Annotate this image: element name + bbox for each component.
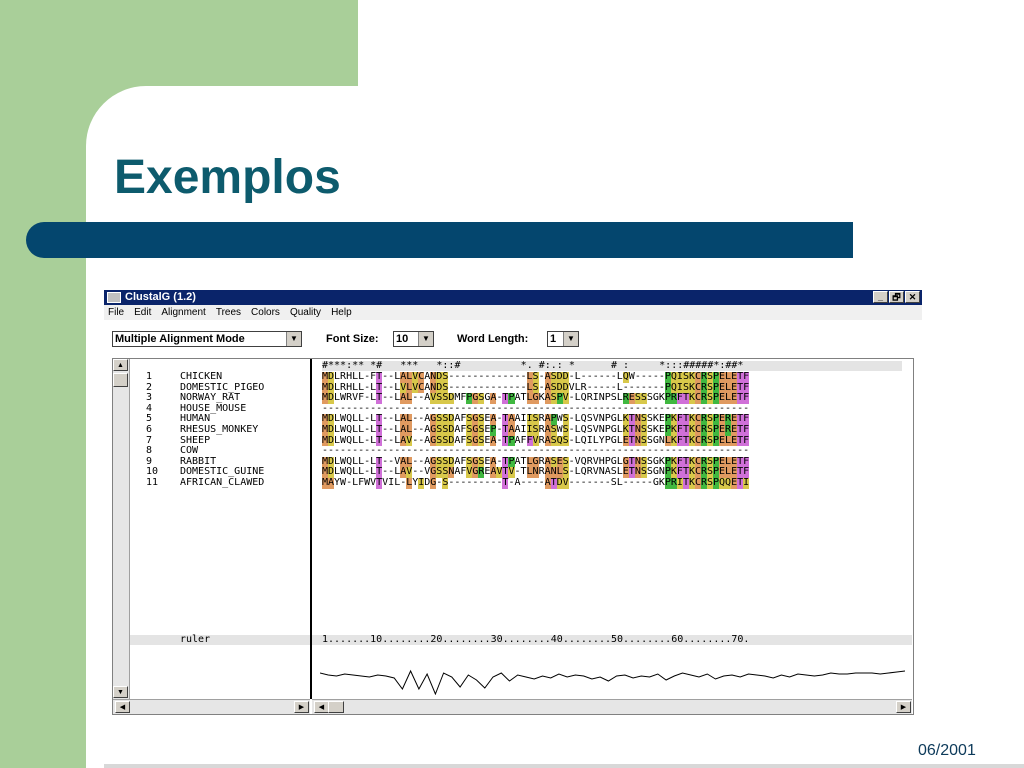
scroll-up-icon[interactable]: ▲ [113,359,128,371]
sequence-row: MDLWRVF-LT--LAL--AVSSDMFPGSGA-TPATLGKASP… [322,392,750,404]
sequence-pane: #***:** *# *** *::# *. #:.: * # : *:::##… [312,359,912,699]
sequence-name: DOMESTIC_GUINE [180,466,265,478]
sequence-number: 2 [146,381,153,393]
scroll-left-icon[interactable]: ◀ [314,701,329,713]
slide-title: Exemplos [114,151,341,204]
scroll-left-icon[interactable]: ◀ [115,701,130,713]
scroll-thumb[interactable] [113,373,128,387]
vertical-scrollbar[interactable]: ▲ ▼ [113,359,130,699]
sequence-row: ----------------------------------------… [322,402,750,414]
ruler-scale: 1.......10........20........30........40… [312,635,912,645]
sequence-number: 6 [146,424,153,435]
title-underline-bar [26,222,853,258]
sequence-name-row[interactable]: 10 DOMESTIC_GUINE [130,467,264,478]
sequence-name-row[interactable]: 2 DOMESTIC_PIGEO [130,381,265,394]
sequence-name-row[interactable]: 6 RHESUS_MONKEY [130,424,259,436]
sequence-name: HOUSE_MOUSE [180,402,247,414]
clustalg-window: ClustalG (1.2) _ 🗗 ✕ File Edit Alignment… [104,290,922,716]
footer-divider [104,764,1024,768]
word-length-select[interactable]: 1 ▼ [547,331,579,347]
menu-bar: File Edit Alignment Trees Colors Quality… [104,305,922,320]
menu-quality[interactable]: Quality [289,307,322,318]
word-length-label: Word Length: [457,333,529,345]
font-size-label: Font Size: [326,333,379,345]
chevron-down-icon[interactable]: ▼ [563,332,578,346]
restore-button[interactable]: 🗗 [889,291,904,303]
menu-alignment[interactable]: Alignment [161,307,206,318]
mode-select-value: Multiple Alignment Mode [115,333,245,345]
sequence-name: COW [180,445,199,457]
sequence-row: MDLWQLL-LT--LAV--AGSSDAFSGSEA-TPAFFVRASQ… [322,434,750,447]
sequence-name-row[interactable]: 4 HOUSE_MOUSE [130,402,247,415]
sequence-name-row[interactable]: 1 CHICKEN [130,371,223,383]
menu-colors[interactable]: Colors [251,307,280,318]
sequence-name: NORWAY_RAT [180,392,241,404]
sequence-number: 9 [146,455,153,467]
menu-edit[interactable]: Edit [134,307,152,318]
sequence-row: ----------------------------------------… [322,445,750,457]
scroll-right-icon[interactable]: ▶ [896,701,911,713]
sequence-name-row[interactable]: 3 NORWAY_RAT [130,392,241,404]
sequence-row: MDLRHLL-FT--LALVCANDS-------------LS-ASD… [322,371,750,383]
menu-trees[interactable]: Trees [215,307,242,318]
menu-file[interactable]: File [108,307,125,318]
window-title-bar[interactable]: ClustalG (1.2) _ 🗗 ✕ [104,290,922,305]
sequence-number: 4 [146,402,153,414]
sequence-row: MDLRHLL-LT--LVLVCANDS-------------LS-ASD… [322,381,750,394]
sequence-name-row[interactable]: 5 HUMAN [130,414,210,425]
mode-select[interactable]: Multiple Alignment Mode ▼ [112,331,302,347]
ruler-label: ruler [180,634,211,645]
quality-curve-plot [320,669,905,695]
alignment-panes: ▲ ▼ ruler 1 CHICKEN 2 DOMESTIC_PIGEO 3 NORWAY… [112,358,914,715]
close-button[interactable]: ✕ [905,291,920,303]
sequence-row: MDLWQLL-LT--LAV--VGSSNAFVGREAVTV-TLNRANL… [322,466,750,478]
quality-curve-line [320,669,905,695]
chevron-down-icon[interactable]: ▼ [286,332,301,346]
minimize-button[interactable]: _ [873,291,888,303]
sequence-name: AFRICAN_CLAWED [180,477,265,488]
sequence-row: MDLWQLL-LT--VAL--AGSSDAFSGSEA-TPATLGRASE… [322,455,750,468]
sequence-number: 7 [146,434,153,446]
menu-help[interactable]: Help [331,307,352,318]
sequence-name-row[interactable]: 8 COW [130,445,199,457]
sequence-row: MAYW-LFWVTVIL-LYIDG-S---------T-A----ATD… [322,477,750,489]
scroll-down-icon[interactable]: ▼ [113,686,128,698]
sequence-number: 5 [146,413,153,425]
sequence-name: RHESUS_MONKEY [180,424,259,435]
sequence-number: 11 [146,477,159,488]
sequence-name-row[interactable]: 11 AFRICAN_CLAWED [130,477,265,489]
sequence-number: 1 [146,371,153,382]
app-icon [107,292,121,303]
font-size-value: 10 [396,333,409,345]
scroll-right-icon[interactable]: ▶ [294,701,309,713]
sequence-number: 10 [146,466,159,478]
sequence-horizontal-scrollbar[interactable]: ◀ ▶ [312,699,912,714]
scroll-thumb[interactable] [328,701,344,713]
sequence-number: 8 [146,445,153,457]
sequence-name: DOMESTIC_PIGEO [180,381,265,393]
font-size-select[interactable]: 10 ▼ [393,331,434,347]
chevron-down-icon[interactable]: ▼ [418,332,433,346]
sequence-name: HUMAN [180,413,211,425]
sequence-name-row[interactable]: 9 RABBIT [130,455,217,468]
sequence-name-row[interactable]: 7 SHEEP [130,434,211,447]
sequence-number: 3 [146,392,153,404]
names-horizontal-scrollbar[interactable]: ◀ ▶ [113,699,310,714]
ruler-label-row: ruler [130,635,310,645]
word-length-value: 1 [550,333,557,345]
window-title: ClustalG (1.2) [125,291,196,303]
sequence-row: MDLWQLL-LT--LAL--AGSSDAFSGSEP-TAAIISRASW… [322,424,750,436]
sequence-names-pane: ruler 1 CHICKEN 2 DOMESTIC_PIGEO 3 NORWAY_RAT… [130,359,312,699]
sequence-name: SHEEP [180,434,211,446]
sequence-name: RABBIT [180,455,217,467]
consensus-row: #***:** *# *** *::# *. #:.: * # : *:::##… [322,361,902,371]
sequence-row: MDLWQLL-LT--LAL--AGSSDAFSGSEA-TAAIISRAPW… [322,413,750,425]
sequence-name: CHICKEN [180,371,223,382]
toolbar: Multiple Alignment Mode ▼ Font Size: 10 … [104,320,922,360]
slide-footer-date: 06/2001 [918,742,976,759]
